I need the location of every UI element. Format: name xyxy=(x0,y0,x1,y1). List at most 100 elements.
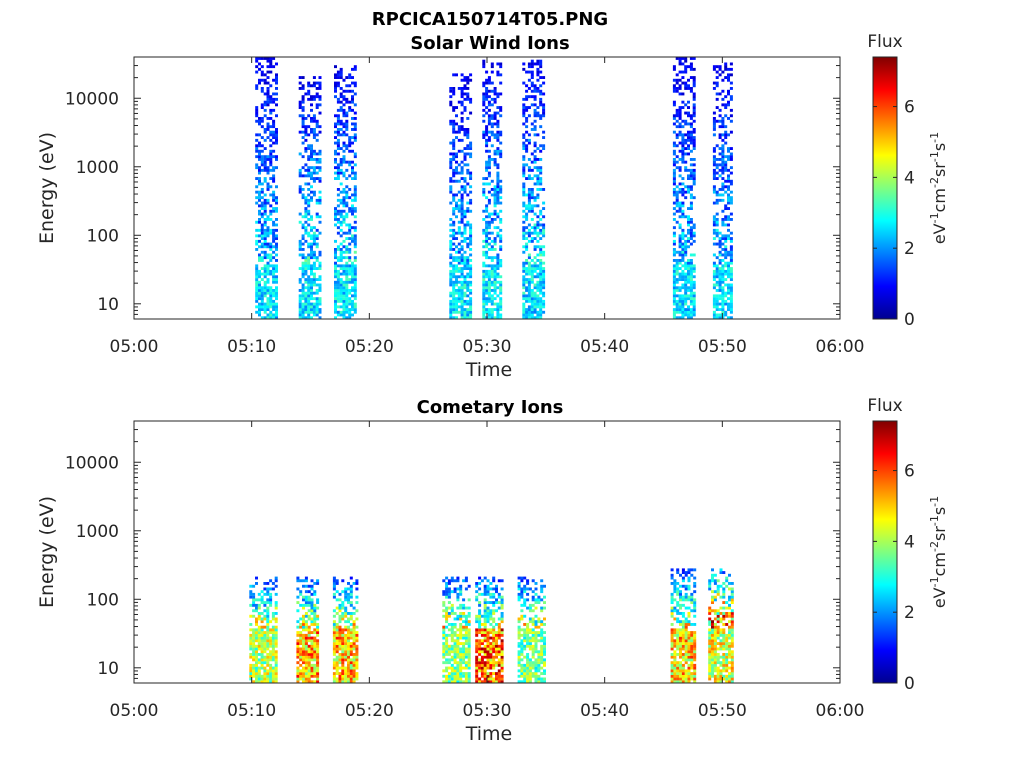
spectrogram-cell xyxy=(727,73,730,77)
spectrogram-cell xyxy=(271,628,275,632)
spectrogram-cell xyxy=(339,283,343,287)
spectrogram-cell xyxy=(450,639,454,643)
spectrogram-cell xyxy=(313,582,317,585)
spectrogram-cell xyxy=(721,119,725,123)
spectrogram-cell xyxy=(269,666,273,670)
spectrogram-cell xyxy=(463,92,467,96)
spectrogram-cell xyxy=(689,313,693,317)
spectrogram-cell xyxy=(727,158,730,161)
spectrogram-cell xyxy=(692,144,696,148)
spectrogram-cell xyxy=(483,601,487,604)
spectrogram-cell xyxy=(690,661,694,665)
spectrogram-cell xyxy=(727,201,730,205)
spectrogram-cell xyxy=(459,636,463,640)
spectrogram-cell xyxy=(692,291,696,295)
spectrogram-cell xyxy=(492,579,496,583)
spectrogram-cell xyxy=(670,573,674,577)
spectrogram-cell xyxy=(493,149,497,153)
spectrogram-cell xyxy=(296,672,300,675)
spectrogram-cell xyxy=(307,267,311,270)
spectrogram-cell xyxy=(271,617,275,621)
spectrogram-cell xyxy=(299,655,303,659)
spectrogram-cell xyxy=(302,672,305,675)
spectrogram-cell xyxy=(348,141,352,145)
spectrogram-cell xyxy=(497,636,501,640)
spectrogram-cell xyxy=(483,623,487,626)
spectrogram-cell xyxy=(341,669,345,673)
spectrogram-cell xyxy=(315,177,319,180)
spectrogram-cell xyxy=(338,633,342,637)
spectrogram-cell xyxy=(693,655,697,659)
spectrogram-cell xyxy=(298,267,302,270)
spectrogram-cell xyxy=(258,297,261,301)
spectrogram-cell xyxy=(487,308,491,311)
spectrogram-cell xyxy=(347,644,350,648)
spectrogram-cell xyxy=(449,160,453,164)
spectrogram-cell xyxy=(678,57,682,60)
spectrogram-cell xyxy=(483,663,487,667)
spectrogram-cell xyxy=(312,305,316,309)
spectrogram-cell xyxy=(269,144,273,148)
spectrogram-cell xyxy=(449,245,453,249)
spectrogram-cell xyxy=(339,158,343,161)
spectrogram-cell xyxy=(530,209,534,213)
spectrogram-cell xyxy=(684,242,688,246)
spectrogram-cell xyxy=(464,680,468,684)
spectrogram-cell xyxy=(342,215,346,219)
spectrogram-cell xyxy=(729,231,733,235)
spectrogram-cell xyxy=(493,190,497,194)
spectrogram-cell xyxy=(482,269,486,273)
spectrogram-cell xyxy=(684,168,688,172)
spectrogram-cell xyxy=(345,294,349,298)
spectrogram-cell xyxy=(332,628,336,632)
spectrogram-cell xyxy=(258,218,261,221)
spectrogram-cell xyxy=(310,174,313,178)
spectrogram-cell xyxy=(271,650,275,654)
spectrogram-cell xyxy=(672,286,676,290)
spectrogram-cell xyxy=(460,103,464,107)
spectrogram-cell xyxy=(353,278,357,281)
spectrogram-cell xyxy=(486,666,490,670)
spectrogram-cell xyxy=(318,201,322,205)
spectrogram-cell xyxy=(336,133,340,137)
spectrogram-cell xyxy=(517,628,521,632)
spectrogram-cell xyxy=(452,272,456,276)
spectrogram-cell xyxy=(353,193,357,197)
spectrogram-cell xyxy=(304,628,308,632)
spectrogram-cell xyxy=(298,253,302,257)
spectrogram-cell xyxy=(318,81,322,85)
spectrogram-cell xyxy=(673,680,677,684)
spectrogram-cell xyxy=(266,231,270,235)
spectrogram-cell xyxy=(353,84,357,88)
spectrogram-cell xyxy=(499,141,503,145)
spectrogram-cell xyxy=(463,239,467,243)
spectrogram-cell xyxy=(527,253,531,257)
spectrogram-cell xyxy=(490,308,494,311)
spectrogram-cell xyxy=(272,250,276,254)
spectrogram-cell xyxy=(272,125,276,129)
spectrogram-cell xyxy=(467,658,471,662)
spectrogram-cell xyxy=(675,209,679,213)
spectrogram-cell xyxy=(315,198,319,202)
spectrogram-cell xyxy=(672,168,676,172)
spectrogram-cell xyxy=(334,308,337,311)
spectrogram-cell xyxy=(296,661,300,665)
spectrogram-cell xyxy=(275,92,278,96)
spectrogram-cell xyxy=(724,141,728,145)
spectrogram-cell xyxy=(485,280,489,284)
spectrogram-cell xyxy=(464,677,468,681)
x-tick-label: 05:00 xyxy=(110,337,159,357)
spectrogram-cell xyxy=(313,647,317,651)
spectrogram-cell xyxy=(258,283,261,287)
spectrogram-cell xyxy=(684,639,688,643)
spectrogram-cell xyxy=(486,617,490,621)
spectrogram-cell xyxy=(269,209,273,213)
spectrogram-cell xyxy=(495,655,498,659)
spectrogram-cell xyxy=(456,644,460,648)
spectrogram-cell xyxy=(542,228,546,232)
spectrogram-cell xyxy=(679,653,682,656)
spectrogram-cell xyxy=(255,628,258,632)
spectrogram-cell xyxy=(689,275,693,279)
spectrogram-cell xyxy=(269,272,273,276)
spectrogram-cell xyxy=(681,677,685,681)
